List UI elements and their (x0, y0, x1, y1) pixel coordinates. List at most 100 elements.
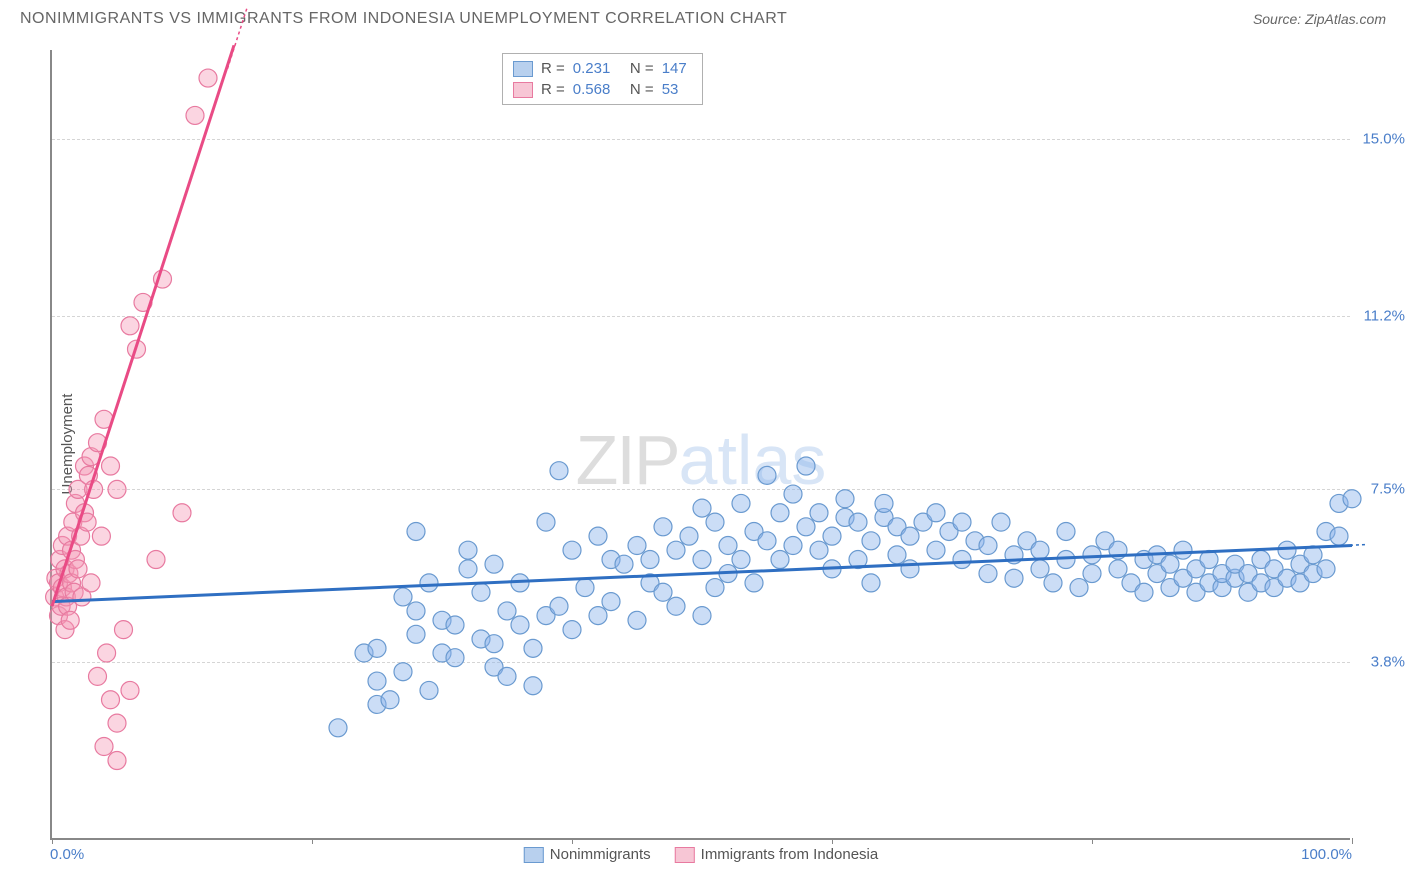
data-point (706, 579, 724, 597)
data-point (95, 738, 113, 756)
data-point (1161, 555, 1179, 573)
data-point (394, 663, 412, 681)
x-tick-label: 0.0% (50, 846, 84, 863)
legend-stats-box: R = 0.231 N = 147R = 0.568 N = 53 (502, 53, 703, 105)
data-point (563, 541, 581, 559)
data-point (667, 541, 685, 559)
data-point (537, 513, 555, 531)
data-point (836, 490, 854, 508)
data-point (927, 541, 945, 559)
data-point (628, 611, 646, 629)
data-point (459, 560, 477, 578)
data-point (1005, 569, 1023, 587)
data-point (771, 504, 789, 522)
data-point (1317, 560, 1335, 578)
data-point (875, 494, 893, 512)
legend-n-value: 53 (662, 81, 692, 98)
data-point (732, 494, 750, 512)
legend-series-item: Nonimmigrants (524, 846, 651, 863)
data-point (654, 583, 672, 601)
data-point (121, 317, 139, 335)
data-point (615, 555, 633, 573)
y-tick-label: 7.5% (1355, 481, 1405, 498)
data-point (654, 518, 672, 536)
data-point (901, 527, 919, 545)
data-point (979, 537, 997, 555)
data-point (953, 551, 971, 569)
data-point (381, 691, 399, 709)
data-point (1174, 541, 1192, 559)
data-point (1330, 527, 1348, 545)
legend-n-label: N = (626, 60, 654, 77)
data-point (329, 719, 347, 737)
data-point (771, 551, 789, 569)
legend-swatch (675, 847, 695, 863)
data-point (979, 565, 997, 583)
data-point (368, 672, 386, 690)
data-point (1031, 560, 1049, 578)
data-point (498, 667, 516, 685)
data-point (732, 551, 750, 569)
plot-area: Unemployment 3.8%7.5%11.2%15.0% 0.0%100.… (50, 50, 1350, 840)
chart-title: NONIMMIGRANTS VS IMMIGRANTS FROM INDONES… (20, 10, 787, 28)
data-point (758, 466, 776, 484)
data-point (953, 513, 971, 531)
data-point (810, 504, 828, 522)
data-point (1135, 583, 1153, 601)
data-point (108, 714, 126, 732)
legend-swatch (524, 847, 544, 863)
data-point (394, 588, 412, 606)
data-point (102, 457, 120, 475)
x-tick (1352, 838, 1353, 844)
data-point (797, 518, 815, 536)
data-point (550, 462, 568, 480)
data-point (368, 639, 386, 657)
data-point (563, 621, 581, 639)
data-point (1343, 490, 1361, 508)
data-point (680, 527, 698, 545)
data-point (61, 611, 79, 629)
legend-n-label: N = (626, 81, 654, 98)
data-point (784, 537, 802, 555)
data-point (693, 499, 711, 517)
data-point (524, 639, 542, 657)
data-point (102, 691, 120, 709)
data-point (89, 667, 107, 685)
legend-series-item: Immigrants from Indonesia (675, 846, 879, 863)
legend-series: Nonimmigrants Immigrants from Indonesia (524, 846, 878, 863)
data-point (1057, 522, 1075, 540)
data-point (485, 555, 503, 573)
data-point (446, 616, 464, 634)
data-point (641, 551, 659, 569)
legend-r-label: R = (541, 81, 565, 98)
data-point (186, 106, 204, 124)
legend-stats-row: R = 0.231 N = 147 (513, 58, 692, 79)
data-point (420, 681, 438, 699)
data-point (92, 527, 110, 545)
data-point (82, 574, 100, 592)
data-point (199, 69, 217, 87)
data-point (1031, 541, 1049, 559)
data-point (407, 522, 425, 540)
data-point (173, 504, 191, 522)
data-point (784, 485, 802, 503)
data-point (589, 607, 607, 625)
legend-r-label: R = (541, 60, 565, 77)
data-point (511, 616, 529, 634)
data-point (901, 560, 919, 578)
scatter-plot-svg (52, 50, 1352, 840)
data-point (758, 532, 776, 550)
data-point (693, 551, 711, 569)
data-point (69, 560, 87, 578)
data-point (667, 597, 685, 615)
data-point (459, 541, 477, 559)
data-point (719, 537, 737, 555)
legend-series-label: Nonimmigrants (550, 846, 651, 863)
data-point (927, 504, 945, 522)
data-point (108, 752, 126, 770)
data-point (485, 635, 503, 653)
legend-series-label: Immigrants from Indonesia (701, 846, 879, 863)
data-point (1070, 579, 1088, 597)
data-point (524, 677, 542, 695)
x-tick-label: 100.0% (1301, 846, 1352, 863)
